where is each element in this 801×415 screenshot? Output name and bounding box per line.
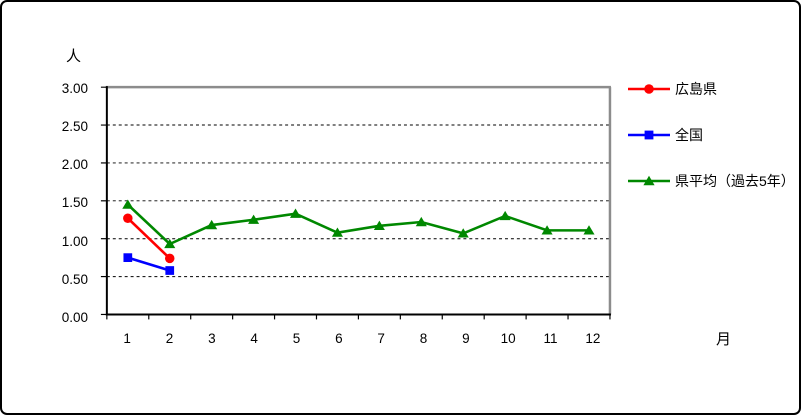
legend-key-square-icon <box>628 130 670 140</box>
y-tick-label: 1.00 <box>61 233 88 249</box>
x-tick-label: 10 <box>500 331 516 346</box>
x-tick-label: 6 <box>335 331 343 346</box>
x-tick-label: 7 <box>377 331 385 346</box>
legend-item: 広島県 <box>628 80 717 98</box>
x-axis-title: 月 <box>716 331 732 348</box>
x-tick-label: 3 <box>208 331 216 346</box>
x-tick-label: 2 <box>165 331 174 346</box>
legend-item: 全国 <box>628 126 703 144</box>
y-tick-label: 2.00 <box>61 157 88 172</box>
y-tick-label: 1.50 <box>61 195 88 211</box>
x-tick-label: 4 <box>250 331 258 346</box>
legend-key-circle-icon <box>628 84 670 94</box>
x-tick-label: 8 <box>419 331 428 346</box>
x-tick-label: 9 <box>462 331 470 346</box>
legend-label: 全国 <box>675 127 703 143</box>
x-tick-label: 5 <box>292 331 301 346</box>
x-tick-label: 12 <box>585 331 601 346</box>
x-tick-label: 11 <box>543 331 558 346</box>
y-tick-label: 3.00 <box>61 80 88 96</box>
y-tick-label: 2.50 <box>61 118 88 134</box>
legend-key-triangle-icon <box>628 175 670 186</box>
y-tick-label: 0.00 <box>61 310 88 325</box>
y-tick-label: 0.50 <box>61 271 88 287</box>
legend-label: 広島県 <box>675 81 717 97</box>
legend-label: 県平均（過去5年） <box>675 173 795 189</box>
x-tick-label: 1 <box>123 331 131 346</box>
legend-item: 県平均（過去5年） <box>628 172 795 190</box>
y-axis-title: 人 <box>66 48 82 65</box>
